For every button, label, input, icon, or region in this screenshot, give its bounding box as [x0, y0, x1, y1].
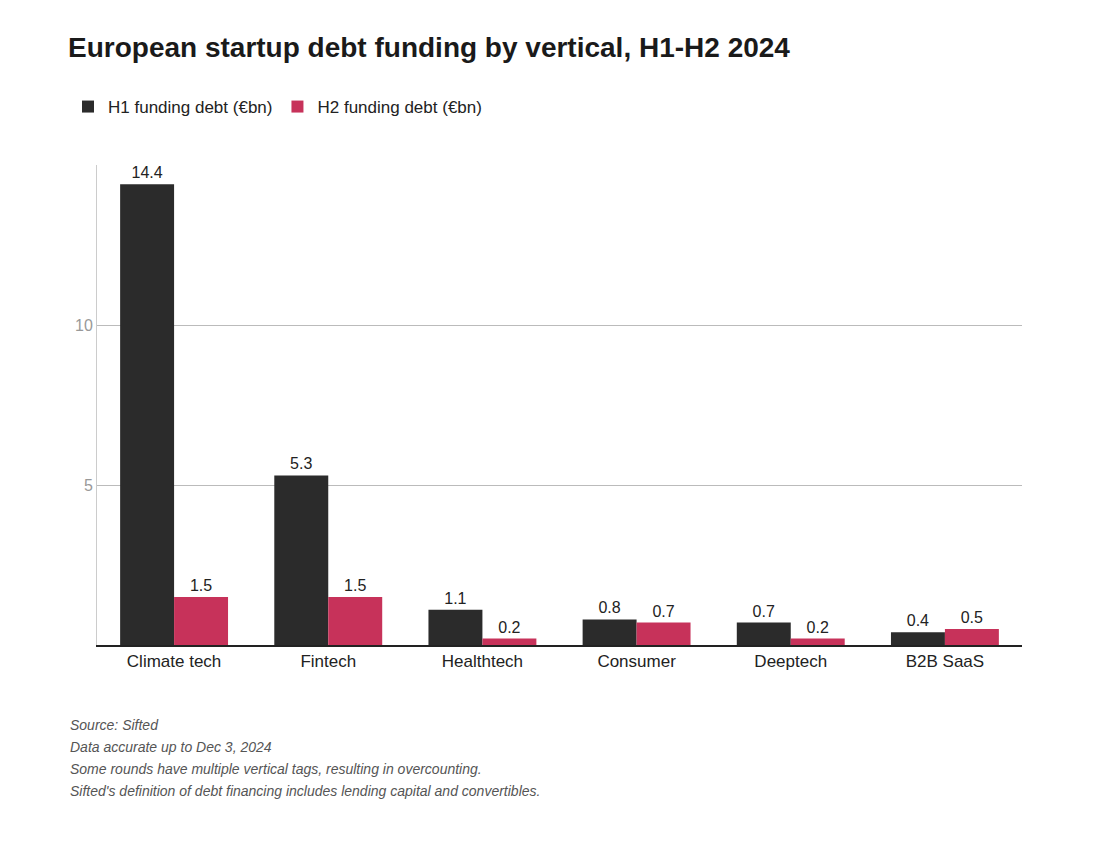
svg-text:1.1: 1.1 — [444, 590, 466, 607]
svg-text:Consumer: Consumer — [597, 652, 676, 671]
svg-text:5: 5 — [84, 477, 93, 494]
svg-text:10: 10 — [75, 317, 93, 334]
svg-text:H2 funding debt (€bn): H2 funding debt (€bn) — [317, 98, 481, 117]
svg-text:H1 funding debt (€bn): H1 funding debt (€bn) — [108, 98, 272, 117]
svg-text:Healthtech: Healthtech — [442, 652, 523, 671]
svg-text:1.5: 1.5 — [190, 577, 212, 594]
svg-text:Climate tech: Climate tech — [127, 652, 221, 671]
svg-text:1.5: 1.5 — [344, 577, 366, 594]
svg-text:0.5: 0.5 — [961, 609, 983, 626]
svg-text:0.4: 0.4 — [907, 612, 929, 629]
svg-text:B2B SaaS: B2B SaaS — [906, 652, 984, 671]
svg-text:0.7: 0.7 — [652, 603, 674, 620]
svg-text:Data accurate up to Dec 3, 202: Data accurate up to Dec 3, 2024 — [70, 739, 272, 755]
svg-text:14.4: 14.4 — [131, 164, 162, 181]
svg-text:Fintech: Fintech — [300, 652, 356, 671]
svg-text:Some rounds have multiple vert: Some rounds have multiple vertical tags,… — [70, 761, 482, 777]
svg-text:Source: Sifted: Source: Sifted — [70, 717, 159, 733]
svg-text:0.8: 0.8 — [598, 599, 620, 616]
svg-text:0.2: 0.2 — [807, 619, 829, 636]
svg-text:Sifted's definition of debt fi: Sifted's definition of debt financing in… — [70, 783, 540, 799]
svg-text:European startup debt funding: European startup debt funding by vertica… — [68, 32, 790, 63]
svg-text:0.2: 0.2 — [498, 619, 520, 636]
svg-text:5.3: 5.3 — [290, 455, 312, 472]
svg-text:Deeptech: Deeptech — [754, 652, 827, 671]
svg-text:0.7: 0.7 — [753, 603, 775, 620]
